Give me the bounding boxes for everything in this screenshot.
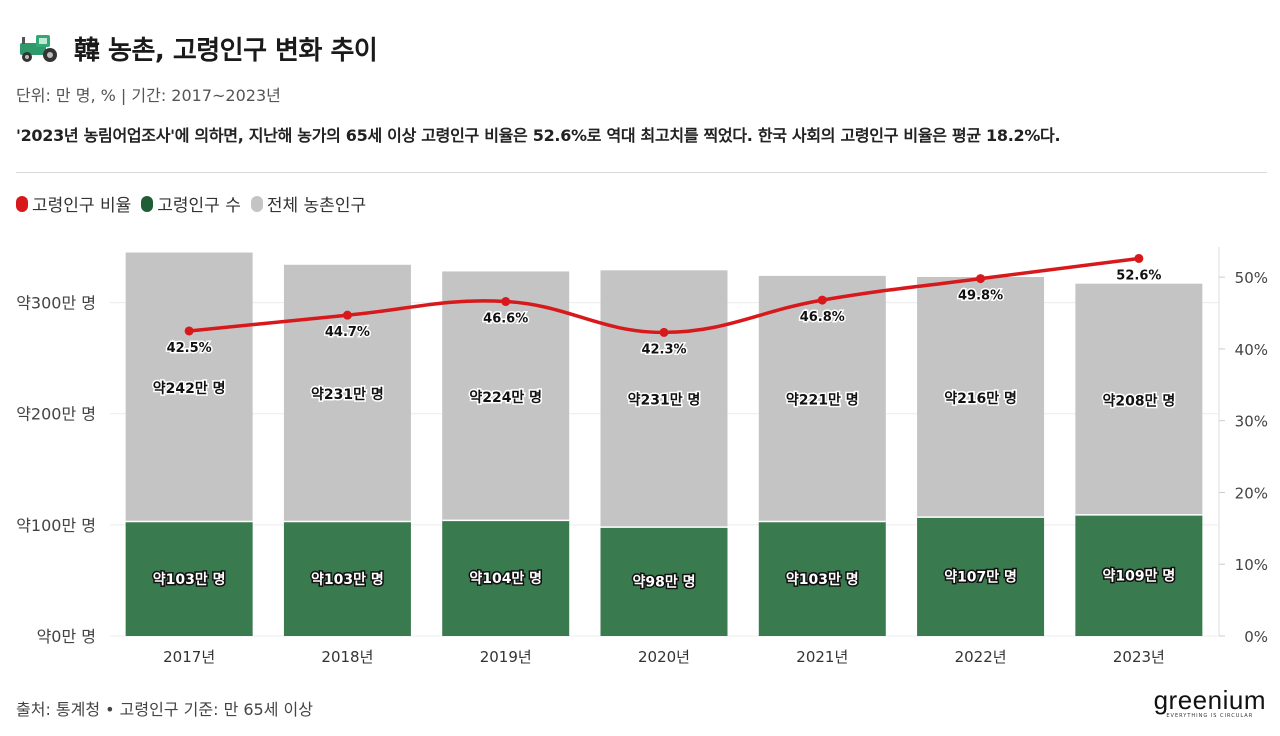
title-row: 韓 농촌, 고령인구 변화 추이: [16, 28, 378, 68]
y-right-tick-label-2: 20%: [1235, 484, 1268, 502]
bar-elderly-6: [1075, 514, 1203, 636]
ratio-point-6: [1134, 253, 1144, 263]
ratio-label-0: 42.5%: [167, 341, 212, 356]
chart-legend: 고령인구 비율 고령인구 수 전체 농촌인구: [16, 191, 376, 216]
page-title: 韓 농촌, 고령인구 변화 추이: [74, 35, 378, 66]
legend-label-total: 전체 농촌인구: [266, 196, 367, 216]
x-tick-label-3: 2020년: [638, 648, 690, 666]
y-right-tick-label-4: 40%: [1235, 341, 1268, 359]
logo-wordmark: greenium: [1153, 685, 1266, 715]
bar-total-6: [1075, 283, 1203, 515]
bar-total-5: [917, 277, 1045, 518]
y-left-tick-label-0: 약0만 명: [37, 627, 96, 646]
ratio-point-3: [659, 327, 669, 337]
divider: [16, 172, 1267, 173]
y-right-tick-label-1: 10%: [1235, 556, 1268, 574]
y-right-tick-label-5: 50%: [1235, 269, 1268, 287]
chart-subtitle: 단위: 만 명, % | 기간: 2017~2023년: [16, 86, 281, 105]
y-left-tick-label-3: 약300만 명: [16, 294, 96, 313]
bar-label-elderly-6: 약109만 명: [1102, 567, 1175, 584]
y-right-tick-label-3: 30%: [1235, 413, 1268, 431]
bar-label-total-1: 약231만 명: [311, 386, 384, 403]
legend-swatch-total: [250, 195, 263, 212]
x-tick-label-2: 2019년: [480, 648, 532, 666]
bar-label-elderly-3: 약98만 명: [633, 574, 696, 591]
ratio-label-6: 52.6%: [1116, 268, 1161, 283]
chart-description: '2023년 농림어업조사'에 의하면, 지난해 농가의 65세 이상 고령인구…: [16, 126, 1061, 145]
legend-label-elderly: 고령인구 수: [157, 196, 241, 216]
y-left-tick-label-1: 약100만 명: [16, 516, 96, 535]
logo-tagline: EVERYTHING IS CIRCULAR: [1166, 713, 1254, 719]
x-tick-label-4: 2021년: [796, 648, 848, 666]
bar-elderly-3: [600, 527, 728, 636]
ratio-point-1: [342, 310, 352, 320]
bar-label-elderly-0: 약103만 명: [153, 571, 226, 588]
bar-label-elderly-2: 약104만 명: [469, 570, 542, 587]
y-left-tick-label-2: 약200만 명: [16, 405, 96, 424]
bar-elderly-0: [125, 521, 253, 636]
bar-label-elderly-4: 약103만 명: [786, 571, 859, 588]
ratio-point-5: [976, 274, 986, 284]
y-right-tick-label-0: 0%: [1244, 628, 1268, 646]
bar-elderly-5: [917, 517, 1045, 636]
bar-label-elderly-1: 약103만 명: [311, 571, 384, 588]
legend-swatch-elderly: [141, 195, 154, 212]
ratio-label-3: 42.3%: [641, 342, 686, 357]
bar-total-4: [758, 275, 886, 522]
bar-label-elderly-5: 약107만 명: [944, 569, 1017, 586]
legend-item-ratio: 고령인구 비율: [16, 191, 131, 216]
legend-label-ratio: 고령인구 비율: [32, 196, 132, 216]
x-tick-label-1: 2018년: [321, 648, 373, 666]
bar-elderly-4: [758, 521, 886, 636]
ratio-point-2: [501, 297, 511, 307]
bar-label-total-4: 약221만 명: [786, 392, 859, 409]
greenium-logo: greenium EVERYTHING IS CIRCULAR: [1153, 685, 1266, 720]
ratio-label-2: 46.6%: [483, 312, 528, 327]
bar-label-total-3: 약231만 명: [628, 392, 701, 409]
ratio-label-1: 44.7%: [325, 325, 370, 340]
legend-swatch-ratio: [16, 195, 28, 212]
source-note: 출처: 통계청 • 고령인구 기준: 만 65세 이상: [16, 700, 313, 719]
x-tick-label-6: 2023년: [1113, 648, 1165, 666]
ratio-label-4: 46.8%: [800, 310, 845, 325]
x-tick-label-5: 2022년: [955, 648, 1007, 666]
bar-elderly-2: [442, 520, 570, 636]
bar-label-total-2: 약224만 명: [469, 389, 542, 406]
ratio-label-5: 49.8%: [958, 289, 1003, 304]
bar-label-total-0: 약242만 명: [153, 380, 226, 397]
bar-total-3: [600, 270, 728, 528]
legend-item-total: 전체 농촌인구: [250, 191, 367, 216]
bar-elderly-1: [283, 521, 411, 636]
legend-item-elderly: 고령인구 수: [141, 191, 241, 216]
bar-label-total-6: 약208만 명: [1102, 392, 1175, 409]
ratio-point-0: [184, 326, 194, 336]
bar-total-0: [125, 252, 253, 522]
bar-label-total-5: 약216만 명: [944, 390, 1017, 407]
ratio-point-4: [817, 295, 827, 305]
bar-total-1: [283, 264, 411, 522]
x-tick-label-0: 2017년: [163, 648, 215, 666]
tractor-icon: [20, 35, 57, 62]
bar-total-2: [442, 271, 570, 521]
